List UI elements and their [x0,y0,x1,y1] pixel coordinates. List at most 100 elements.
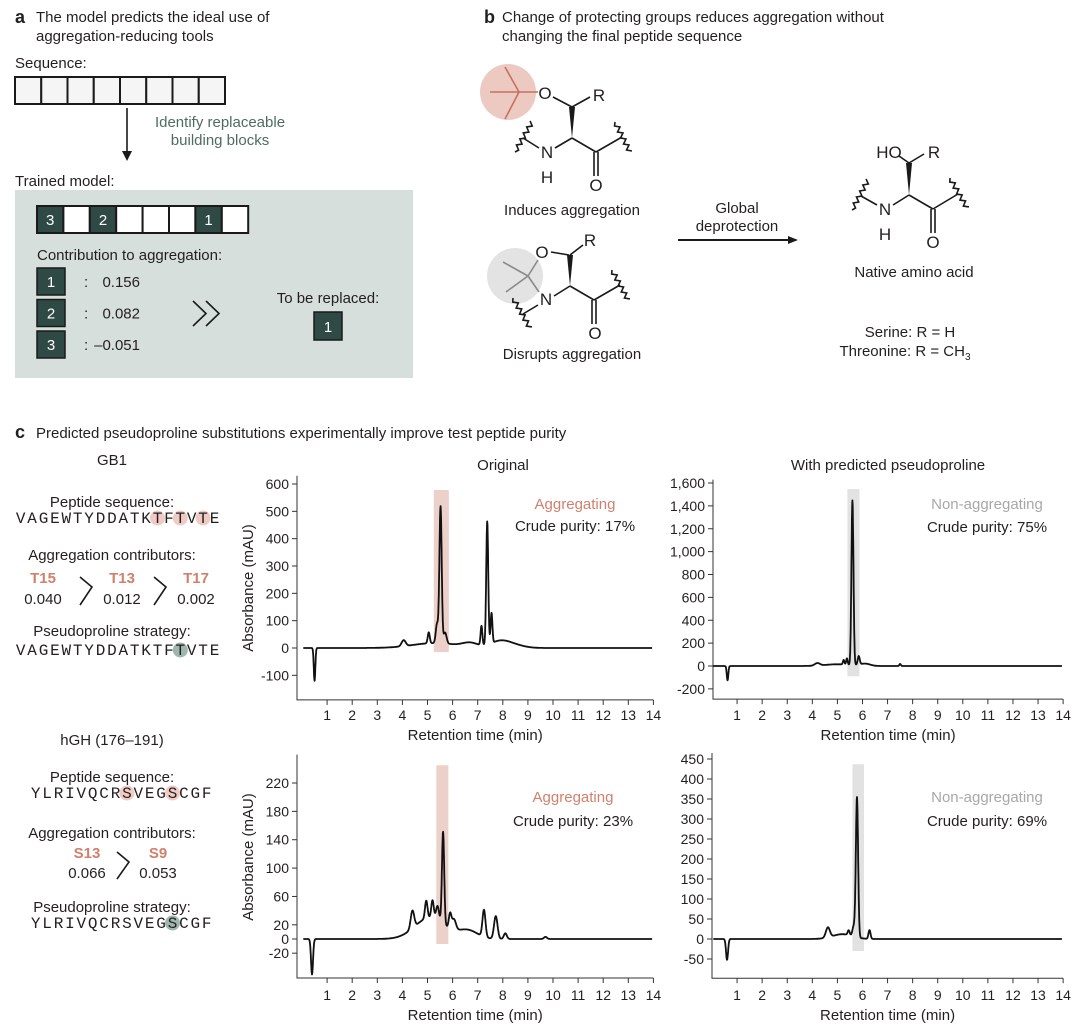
strategy-sequence-residue: T [73,642,83,660]
dimethyl-group-icon [502,259,540,293]
strategy-sequence-residue: G [190,915,200,933]
native-amino-acid-label: Native amino acid [854,264,973,281]
y-tick-label: 0 [281,931,289,947]
peptide-sequence-residue: D [96,510,106,528]
y-tick-label: 600 [682,589,706,605]
native-amino-acid-structure: HO R N H O Native amino acid Serine: R =… [839,143,973,363]
trained-box [168,205,197,234]
x-tick-label: 2 [348,707,356,723]
y-tick-label: 60 [273,888,289,904]
peptide-sequence-highlight-circle [195,510,211,526]
x-tick-label: 5 [424,707,432,723]
replace-box-label: 1 [324,319,332,336]
y-tick-label: -100 [261,667,289,683]
atom-r: R [593,86,605,105]
contribution-box [36,267,66,296]
x-tick-label: 2 [758,707,766,723]
y-tick-label: 350 [681,791,705,807]
peptide-sequence-residue: G [156,785,166,803]
contribution-box [36,298,66,328]
panel-a-title-line2: aggregation-reducing tools [36,28,214,45]
threonine-subscript: 3 [965,352,971,363]
x-tick-label: 13 [1030,987,1046,1003]
x-tick-label: 7 [884,707,892,723]
crude-purity: Crude purity: 17% [515,518,635,535]
pseudoproline-highlight [487,248,543,304]
sequence-box [119,76,148,105]
sequence-box [40,76,69,105]
y-tick-label: 100 [266,613,290,629]
sequence-box [171,76,200,105]
atom-ho: HO [876,143,902,162]
wavy-bond [613,121,633,152]
x-tick-label: 10 [545,987,561,1003]
peptide-sequence-residue: F [164,510,174,528]
wedge-bond [569,107,575,138]
peptide-sequence-residue: T [198,510,208,528]
y-tick-label: 200 [266,585,290,601]
wavy-bond [514,120,534,153]
y-tick-label: 400 [682,612,706,628]
x-tick-label: 6 [449,987,457,1003]
peptide-sequence-residue: V [187,510,197,528]
x-axis-label: Retention time (min) [408,727,543,744]
y-tick-label: 1,600 [670,475,705,491]
contribution-colon: : [84,274,88,291]
y-tick-label: 1,000 [670,544,705,560]
strategy-sequence-residue: K [141,642,151,660]
y-tick-label: 100 [266,860,290,876]
disrupts-aggregation-label: Disrupts aggregation [503,346,641,363]
strategy-sequence-residue: S [168,915,178,933]
y-tick-label: 140 [266,832,290,848]
trained-box [88,205,118,234]
y-tick-label: 220 [266,775,290,791]
strategy-sequence-highlight-circle [172,642,188,658]
crude-purity: Crude purity: 23% [513,813,633,830]
peptide-sequence-residue: E [50,510,60,528]
peptide-sequence-residue: V [76,785,86,803]
trained-box-label: 1 [204,212,212,229]
peptide-sequence-residue: W [61,510,71,528]
trained-box [62,205,91,234]
peptide-sequence-highlight-circle [150,510,165,526]
wavy-bond [851,178,870,211]
x-axis-label: Retention time (min) [408,1007,543,1024]
peptide-sequence-residue: A [27,510,37,528]
peptide-sequence-residue: S [122,785,132,803]
x-tick-label: 14 [1055,707,1071,723]
strategy-sequence-residue: E [210,642,220,660]
x-tick-label: 11 [571,987,586,1003]
contribution-id: 2 [47,306,55,323]
peptide-sequence-label: Peptide sequence: [50,494,174,511]
replace-box [313,311,343,341]
greater-than-icon [153,576,168,606]
peptide-sequence-residue: Y [84,510,94,528]
peptide-sequence-residue: T [153,510,163,528]
strategy-sequence-residue: V [76,915,86,933]
sequence-box [92,76,121,105]
crude-purity: Crude purity: 69% [927,813,1047,830]
x-tick-label: 12 [595,987,611,1003]
x-tick-label: 1 [733,987,741,1003]
greater-than-icon [116,851,131,880]
strategy-sequence-residue: T [175,642,185,660]
peptide-sequence-residue: V [16,510,26,528]
y-tick-label: 1,400 [670,498,705,514]
x-tick-label: 5 [424,987,432,1003]
x-tick-label: 12 [1005,707,1021,723]
peptide-name: GB1 [97,452,127,469]
contributor-value: 0.012 [103,591,141,608]
x-tick-label: 14 [1055,987,1071,1003]
panel-c-title: Predicted pseudoproline substitutions ex… [36,425,567,442]
atom-n: N [541,143,553,162]
x-tick-label: 3 [373,987,381,1003]
x-tick-label: 10 [545,707,561,723]
contribution-colon: : [84,306,88,323]
trained-box [36,205,65,234]
x-tick-label: 5 [834,707,842,723]
